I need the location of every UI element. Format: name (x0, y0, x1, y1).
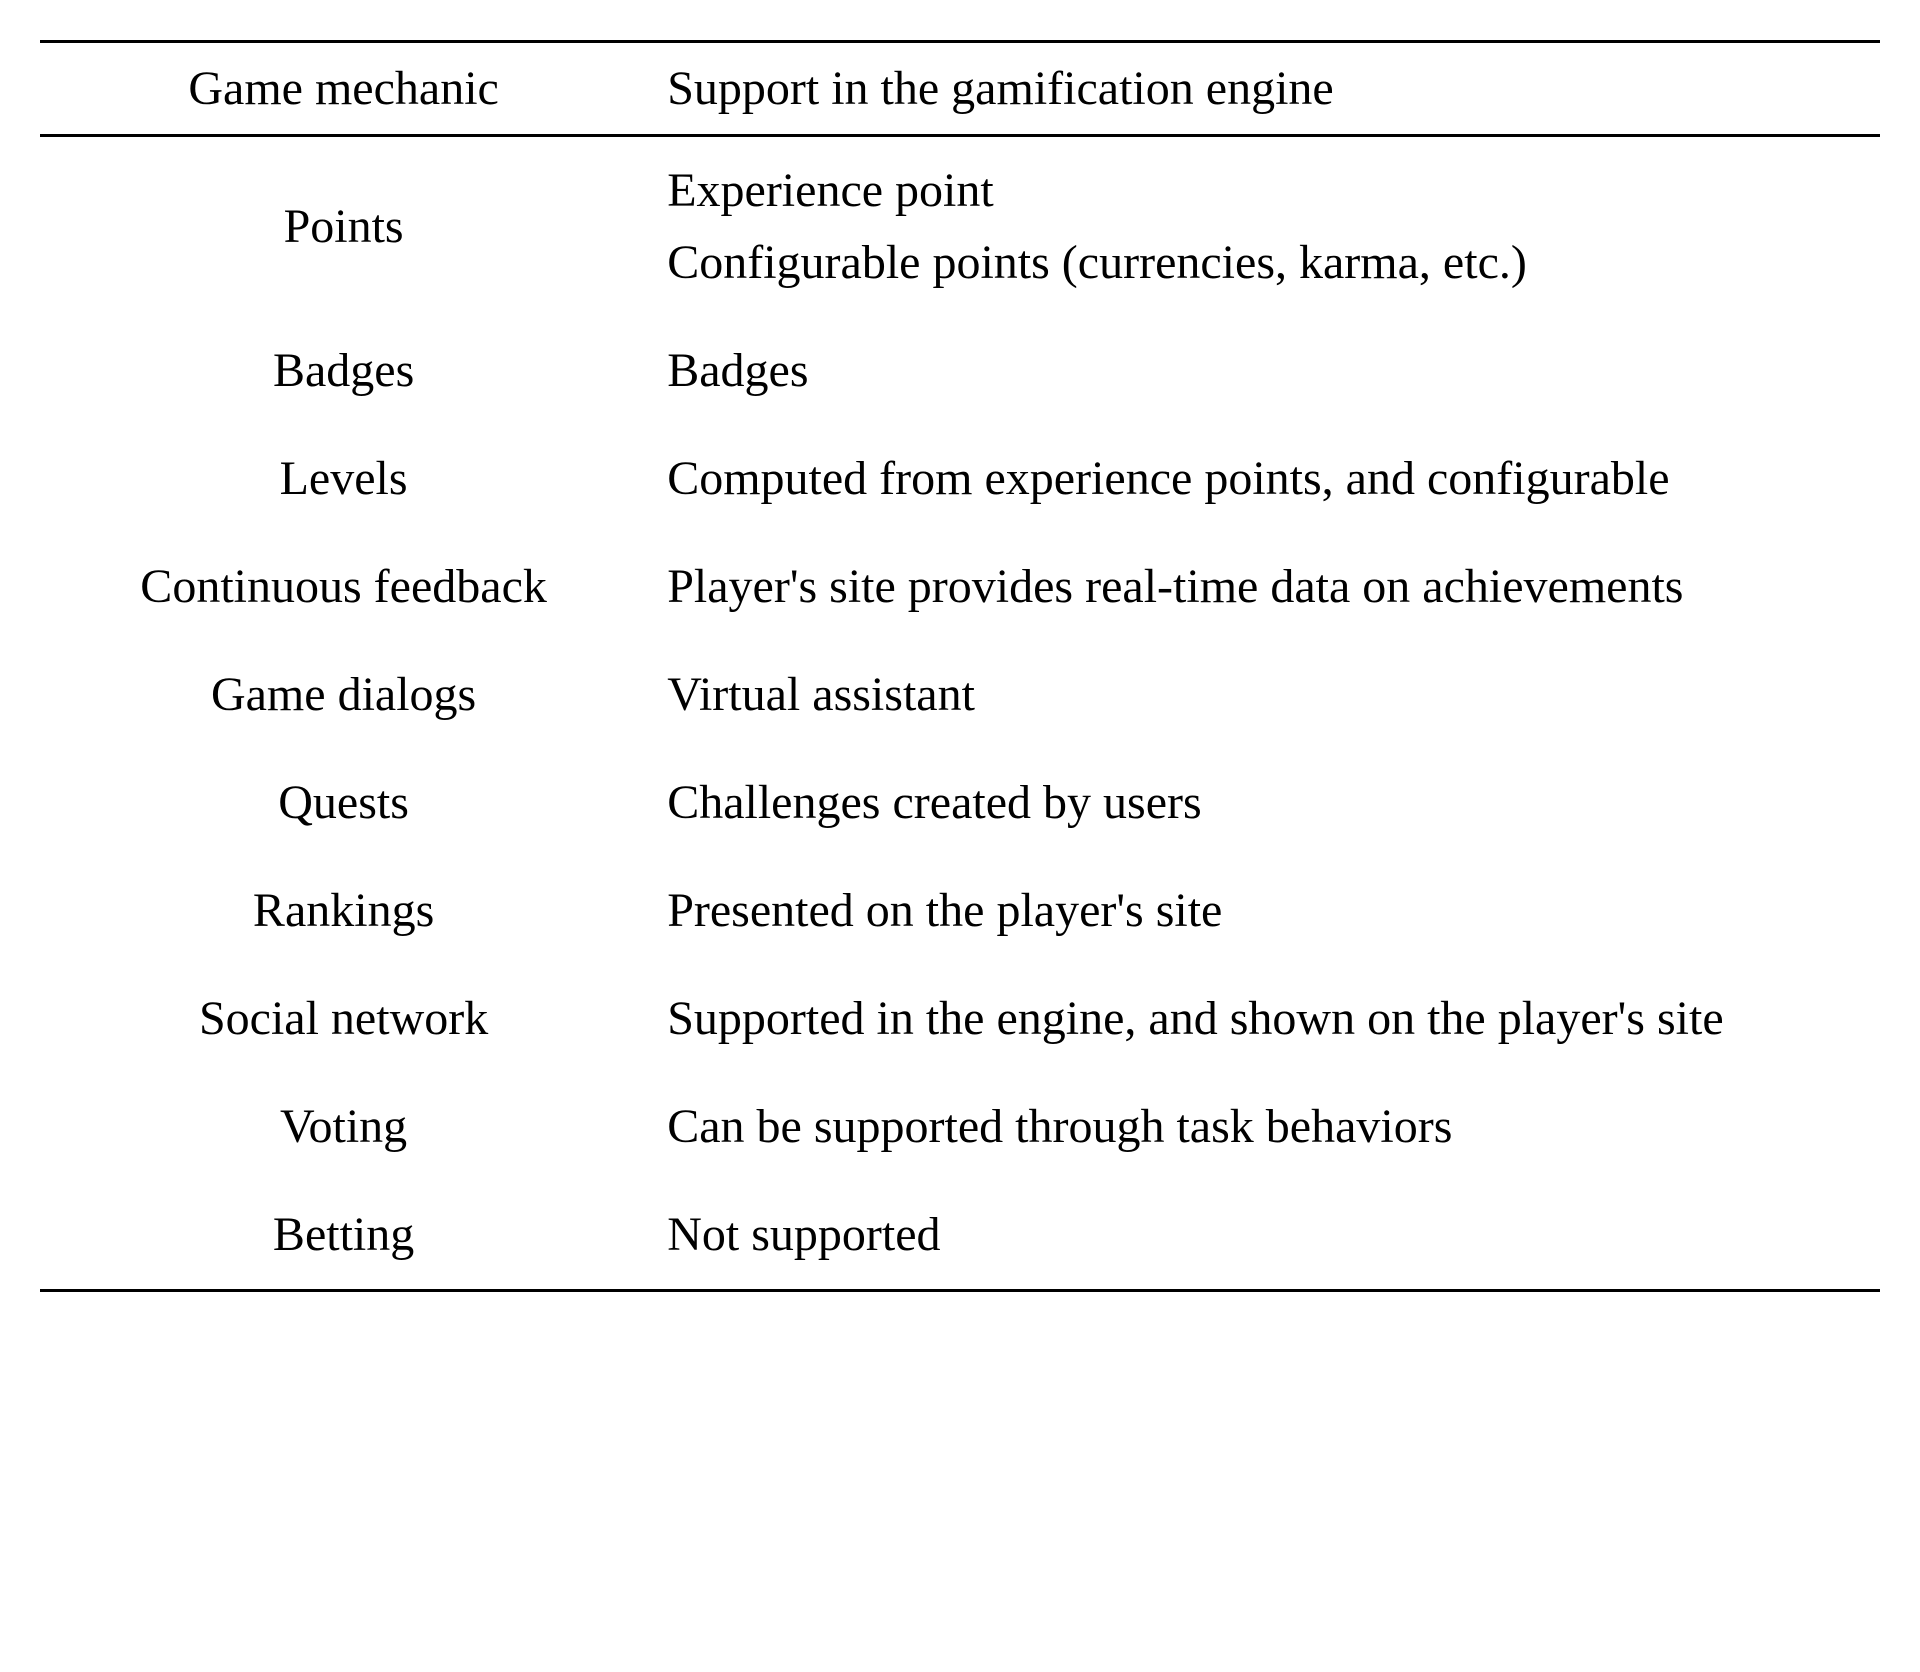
header-row: Game mechanic Support in the gamificatio… (40, 42, 1880, 136)
cell-support: Supported in the engine, and shown on th… (647, 965, 1880, 1073)
cell-support: Computed from experience points, and con… (647, 425, 1880, 533)
table-row: Continuous feedback Player's site provid… (40, 533, 1880, 641)
cell-support: Challenges created by users (647, 749, 1880, 857)
cell-mechanic: Betting (40, 1181, 647, 1291)
table-row: Badges Badges (40, 317, 1880, 425)
table-row: Rankings Presented on the player's site (40, 857, 1880, 965)
table-row: Voting Can be supported through task beh… (40, 1073, 1880, 1181)
table-row: Game dialogs Virtual assistant (40, 641, 1880, 749)
cell-mechanic: Badges (40, 317, 647, 425)
gamification-table: Game mechanic Support in the gamificatio… (40, 40, 1880, 1292)
table-row: Quests Challenges created by users (40, 749, 1880, 857)
cell-mechanic: Continuous feedback (40, 533, 647, 641)
cell-support: Virtual assistant (647, 641, 1880, 749)
cell-support: Player's site provides real-time data on… (647, 533, 1880, 641)
header-col-mechanic: Game mechanic (40, 42, 647, 136)
cell-support: Presented on the player's site (647, 857, 1880, 965)
cell-mechanic: Social network (40, 965, 647, 1073)
cell-mechanic: Rankings (40, 857, 647, 965)
table-row: Levels Computed from experience points, … (40, 425, 1880, 533)
cell-support: Can be supported through task behaviors (647, 1073, 1880, 1181)
cell-support: Experience pointConfigurable points (cur… (647, 136, 1880, 318)
table: Game mechanic Support in the gamificatio… (40, 40, 1880, 1292)
table-row: Betting Not supported (40, 1181, 1880, 1291)
table-row: Social network Supported in the engine, … (40, 965, 1880, 1073)
table-body: Points Experience pointConfigurable poin… (40, 136, 1880, 1291)
table-row: Points Experience pointConfigurable poin… (40, 136, 1880, 318)
cell-mechanic: Quests (40, 749, 647, 857)
cell-support: Badges (647, 317, 1880, 425)
table-header: Game mechanic Support in the gamificatio… (40, 42, 1880, 136)
cell-mechanic: Levels (40, 425, 647, 533)
cell-support: Not supported (647, 1181, 1880, 1291)
cell-mechanic: Game dialogs (40, 641, 647, 749)
cell-mechanic: Points (40, 136, 647, 318)
header-col-support: Support in the gamification engine (647, 42, 1880, 136)
cell-mechanic: Voting (40, 1073, 647, 1181)
